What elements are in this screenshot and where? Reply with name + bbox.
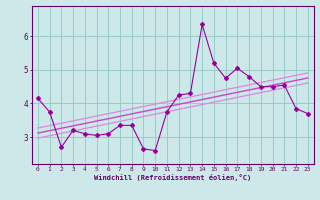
X-axis label: Windchill (Refroidissement éolien,°C): Windchill (Refroidissement éolien,°C) xyxy=(94,174,252,181)
